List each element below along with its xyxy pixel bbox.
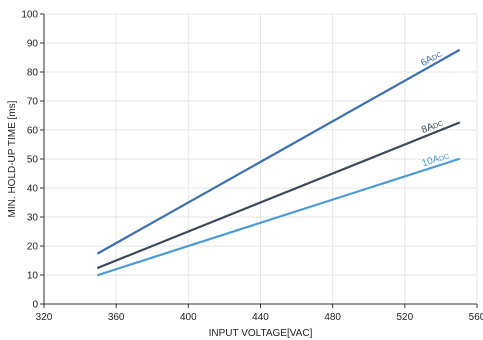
- y-tick-label-10: 10: [27, 271, 39, 282]
- y-tick-label-30: 30: [27, 213, 39, 224]
- y-tick-label-50: 50: [27, 155, 39, 166]
- series-labels: 6ADC 8ADC 10ADC: [419, 49, 451, 169]
- y-tick-label-100: 100: [21, 10, 38, 21]
- x-tick-label-440: 440: [252, 312, 269, 323]
- axes: [40, 13, 478, 308]
- x-tick-label-520: 520: [396, 312, 413, 323]
- x-tick-label-360: 360: [108, 312, 125, 323]
- y-tick-label-80: 80: [27, 68, 39, 79]
- x-tick-label-480: 480: [324, 312, 341, 323]
- y-tick-label-70: 70: [27, 97, 39, 108]
- series-label-6A: 6ADC: [419, 49, 444, 70]
- series-label-8A: 8ADC: [420, 117, 445, 136]
- x-axis-title: INPUT VOLTAGE[VAC]: [209, 328, 313, 339]
- tick-labels: 0 10 20 30 40 50 60 70 80 90 100 320 360 400 440 480 520…: [21, 10, 483, 324]
- y-tick-label-40: 40: [27, 184, 39, 195]
- grid-lines: [44, 13, 478, 304]
- series-line-6A: [97, 49, 461, 255]
- x-tick-label-560: 560: [469, 312, 483, 323]
- x-tick-label-400: 400: [180, 312, 197, 323]
- y-tick-label-90: 90: [27, 39, 39, 50]
- y-tick-label-0: 0: [32, 300, 38, 311]
- series-line-10A: [97, 157, 461, 277]
- series-lines: [97, 49, 461, 277]
- y-tick-label-20: 20: [27, 242, 39, 253]
- x-tick-label-320: 320: [36, 312, 53, 323]
- series-label-10A: 10ADC: [421, 150, 451, 169]
- series-line-8A: [97, 121, 461, 269]
- y-axis-title: MIN. HOLD-UP TIME [ms]: [7, 100, 18, 217]
- y-tick-label-60: 60: [27, 126, 39, 137]
